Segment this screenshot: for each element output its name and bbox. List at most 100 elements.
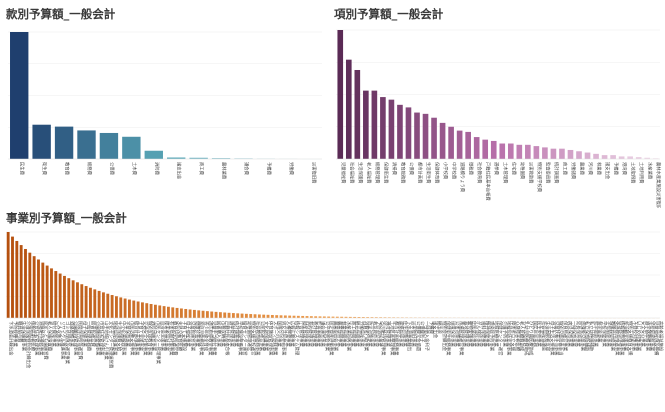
- bar: [32, 256, 36, 318]
- bar: [499, 143, 506, 159]
- bar: [331, 316, 335, 318]
- x-tick-label: 土木費: [131, 162, 138, 176]
- x-tick-label: 感染症予防事業: [488, 321, 495, 352]
- x-tick-label: 介護予防事業: [501, 321, 508, 347]
- x-tick-label: リサイクル推進事業: [60, 321, 67, 360]
- x-tick-label: 児童手当給付事業: [211, 321, 218, 356]
- x-tick-label: 地域福祉推進事業: [112, 321, 119, 356]
- bar: [301, 315, 305, 318]
- x-tick-label: 学童保育事業: [125, 321, 132, 347]
- bar: [354, 69, 361, 159]
- x-tick-label: 港湾費: [621, 162, 628, 176]
- x-tick-label: ごみ収集事業: [55, 321, 62, 347]
- x-tick-label: 中学校費: [451, 162, 458, 180]
- bar: [179, 308, 183, 318]
- x-tick-label: 公害対策事業: [454, 321, 461, 347]
- bar: [627, 156, 633, 159]
- bar-chart-kan: 民生費 衛生費 教育費 総務費 公債費 土木費 消防費 諸支出金 商工費 農林業費 議会費 予備費 労働…: [8, 31, 322, 184]
- x-tick-label: 公民館運営事業: [259, 321, 266, 352]
- bar: [158, 305, 162, 318]
- bar: [145, 303, 149, 318]
- bar: [448, 126, 454, 159]
- x-tick-label: 議会費: [243, 162, 250, 176]
- x-tick-label: 社会教育費: [476, 162, 483, 184]
- x-tick-label: 土木管理費: [502, 162, 509, 184]
- x-tick-label: 就学援助事業: [592, 321, 599, 347]
- bar: [473, 137, 480, 159]
- bar: [525, 144, 531, 159]
- bar: [482, 139, 489, 159]
- bar: [201, 310, 205, 318]
- bar: [162, 306, 166, 318]
- x-tick-label: 労働諸費: [570, 162, 577, 180]
- x-tick-label: 消防団運営事業: [151, 321, 158, 352]
- x-tick-label: 高齢者福祉施設: [657, 321, 664, 352]
- x-tick-label: 諸支出金: [432, 321, 439, 339]
- x-tick-label: 学校図書館事業: [649, 321, 656, 352]
- bar: [188, 309, 192, 318]
- x-tick-label: 下水道会計繰出金: [8, 321, 15, 356]
- x-tick-label: 未熟児養育医療: [177, 321, 184, 352]
- bar: [593, 153, 599, 159]
- bar: [184, 308, 188, 318]
- x-tick-label: 有害鳥獣対策事業: [168, 321, 175, 356]
- x-tick-label: 歯科保健事業: [480, 321, 487, 347]
- bar: [370, 317, 374, 318]
- bar: [153, 304, 157, 318]
- x-tick-label: スポーツ振興事業: [272, 321, 279, 356]
- bar: [387, 317, 391, 318]
- bar: [345, 59, 352, 159]
- x-tick-label: 農林水産業施設災害復旧費: [655, 162, 662, 208]
- bar: [249, 314, 253, 318]
- x-tick-label: 放課後児童事業: [579, 321, 586, 352]
- x-tick-label: 社会福祉協議会: [540, 321, 547, 352]
- x-tick-label: ひとり親医療助成: [527, 321, 534, 356]
- bar: [335, 316, 339, 318]
- bar: [361, 317, 365, 318]
- x-tick-label: 特別会計繰出金: [441, 321, 448, 352]
- bar: [223, 312, 227, 318]
- x-tick-label: 消防費: [153, 162, 160, 176]
- x-tick-label: 文化財保護事業: [263, 321, 270, 352]
- x-tick-label: 特別支援教育事業: [146, 321, 153, 356]
- x-tick-label: 衛生費: [41, 162, 48, 176]
- x-tick-label: 民生費: [19, 162, 26, 176]
- bar: [89, 287, 92, 318]
- x-tick-label: 諸支出金: [176, 162, 183, 180]
- bar: [337, 30, 344, 159]
- bar: [266, 314, 270, 318]
- x-tick-label: 会計管理事業: [311, 321, 318, 347]
- x-tick-label: 総務費: [86, 162, 93, 176]
- bar: [197, 310, 201, 318]
- bar: [240, 313, 244, 318]
- chart-title-kou: 項別予算額_一般会計: [334, 7, 444, 21]
- bar: [37, 259, 40, 318]
- x-tick-label: 林業費: [596, 162, 603, 176]
- bar: [567, 149, 574, 159]
- bar: [296, 315, 300, 318]
- x-tick-label: 救急救命事業: [371, 321, 378, 347]
- x-tick-label: 農業振興事業: [337, 321, 344, 347]
- x-tick-label: 財産管理事業: [302, 321, 309, 347]
- bar: [363, 90, 369, 159]
- x-tick-label: 図書館運営費: [90, 321, 97, 347]
- bar: [167, 157, 186, 159]
- x-tick-label: 教職員研修事業: [610, 321, 617, 352]
- x-tick-label: 給付費等事業: [51, 321, 58, 347]
- x-tick-label: 土地取得費: [630, 162, 637, 184]
- x-tick-label: 母子保健事業: [81, 321, 88, 347]
- bar: [11, 236, 14, 318]
- x-tick-label: 統計調査費: [553, 162, 560, 184]
- x-tick-label: 公債費利子: [419, 321, 426, 343]
- x-tick-label: 後期高齢者医療: [29, 321, 36, 352]
- x-tick-label: 老人保護措置費: [47, 321, 54, 352]
- x-tick-label: 労働費: [288, 162, 295, 176]
- x-tick-label: 土地利用費: [638, 162, 645, 184]
- bar: [652, 158, 659, 159]
- x-tick-label: 社会教育総務事業: [255, 321, 262, 356]
- x-tick-label: 選挙管理事業: [229, 321, 236, 347]
- x-tick-label: 住宅対策事業: [402, 321, 409, 347]
- bar: [262, 314, 266, 318]
- bar: [618, 156, 625, 159]
- bar: [122, 136, 141, 159]
